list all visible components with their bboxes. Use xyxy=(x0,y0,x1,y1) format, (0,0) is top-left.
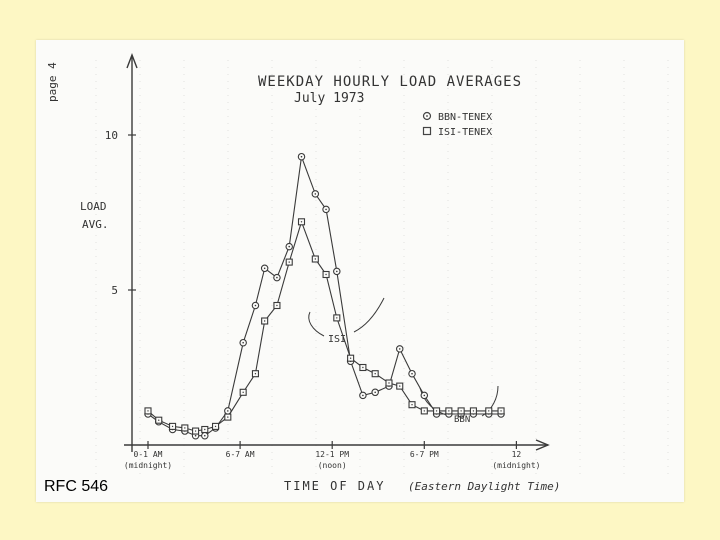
data-point-isi-dot xyxy=(435,410,438,412)
y-axis-arrow xyxy=(126,53,138,69)
y-axis-label: LOAD xyxy=(80,200,107,213)
data-point-bbn-dot xyxy=(325,208,327,211)
data-point-isi-dot xyxy=(411,404,413,406)
data-point-bbn-dot xyxy=(263,267,266,270)
data-point-isi-dot xyxy=(158,419,160,421)
data-point-isi-dot xyxy=(227,416,229,418)
data-point-isi-dot xyxy=(184,427,186,429)
y-tick-label: 5 xyxy=(111,284,118,297)
x-tick-sublabel: (midnight) xyxy=(124,461,172,470)
legend: BBN-TENEX ISI-TENEX xyxy=(422,111,492,138)
data-point-isi-dot xyxy=(276,304,278,307)
slide-label: RFC 546 xyxy=(44,478,109,495)
data-point-bbn-dot xyxy=(276,276,278,279)
data-point-bbn-dot xyxy=(242,341,244,344)
x-axis-label-note: (Eastern Daylight Time) xyxy=(408,480,560,493)
legend-square-marker xyxy=(422,126,432,136)
x-axis-label: TIME OF DAY xyxy=(284,479,385,493)
data-point-bbn-dot xyxy=(194,434,197,437)
data-point-isi-dot xyxy=(448,410,450,412)
data-point-isi-dot xyxy=(399,385,401,387)
data-point-isi-dot xyxy=(472,410,475,412)
data-point-bbn-dot xyxy=(362,394,364,397)
load-average-chart: page 4 WEEKDAY HOURLY LOAD AVERAGES July… xyxy=(46,53,669,493)
data-point-bbn-dot xyxy=(411,372,413,375)
data-point-isi-dot xyxy=(388,382,390,384)
data-point-isi-dot xyxy=(147,410,149,412)
data-point-bbn-dot xyxy=(336,270,338,273)
y-tick-label: 10 xyxy=(105,129,118,142)
data-point-bbn-dot xyxy=(374,391,376,394)
data-point-bbn-dot xyxy=(300,155,303,158)
data-point-bbn-dot xyxy=(314,193,317,195)
y-axis-label-abbrev: AVG. xyxy=(82,218,109,231)
annotation-arrow-isi-left xyxy=(308,311,325,337)
data-point-isi-dot xyxy=(194,430,197,432)
data-point-isi-dot xyxy=(254,373,257,375)
annotation-arrow-bbn-right xyxy=(481,385,499,417)
legend-circle-marker xyxy=(422,111,432,121)
data-point-bbn-dot xyxy=(203,434,206,437)
data-point-isi-dot xyxy=(460,410,462,412)
data-point-bbn-dot xyxy=(254,304,257,307)
data-point-isi-dot xyxy=(288,261,290,263)
data-point-isi-dot xyxy=(314,258,317,260)
data-point-isi-dot xyxy=(374,373,376,375)
x-tick-sublabel: (midnight) xyxy=(492,461,540,470)
legend-label-bbn: BBN-TENEX xyxy=(438,112,492,123)
data-point-isi-dot xyxy=(349,357,352,359)
legend-circle-marker-dot xyxy=(426,115,428,117)
data-point-bbn-dot xyxy=(423,394,426,397)
annotation-arrow-isi-right xyxy=(353,297,385,333)
chart-subtitle: July 1973 xyxy=(294,91,364,106)
data-point-isi-dot xyxy=(488,410,490,412)
chart-title: WEEKDAY HOURLY LOAD AVERAGES xyxy=(258,74,522,90)
x-tick-label: 6-7 AM xyxy=(226,450,255,459)
x-tick-label: 0-1 AM xyxy=(134,450,163,459)
data-point-isi-dot xyxy=(362,366,364,369)
data-point-isi-dot xyxy=(214,425,217,428)
x-axis-arrow xyxy=(535,439,550,451)
series-line-bbn-tenex xyxy=(147,156,502,437)
x-tick-label: 6-7 PM xyxy=(410,450,439,459)
data-point-isi-dot xyxy=(263,320,266,322)
data-point-isi-dot xyxy=(300,221,303,223)
data-point-isi-dot xyxy=(242,391,244,393)
x-tick-label: 12-1 PM xyxy=(315,450,349,459)
data-point-isi-dot xyxy=(204,428,206,431)
data-point-bbn-dot xyxy=(288,245,291,248)
data-point-isi-dot xyxy=(423,410,425,412)
data-point-isi-dot xyxy=(171,425,174,428)
legend-label-isi: ISI-TENEX xyxy=(438,127,492,138)
annotation-bbn: BBN xyxy=(454,415,470,425)
data-point-bbn-dot xyxy=(227,410,229,412)
data-point-isi-dot xyxy=(500,410,502,412)
x-tick-sublabel: (noon) xyxy=(318,461,347,470)
scanned-chart-paper: page 4 WEEKDAY HOURLY LOAD AVERAGES July… xyxy=(36,40,684,502)
annotation-isi: ISI xyxy=(328,334,346,345)
data-point-isi-dot xyxy=(336,317,338,319)
x-tick-label: 12 xyxy=(512,450,522,459)
page-note: page 4 xyxy=(46,62,59,102)
data-point-bbn-dot xyxy=(398,348,401,350)
data-point-isi-dot xyxy=(325,273,327,276)
